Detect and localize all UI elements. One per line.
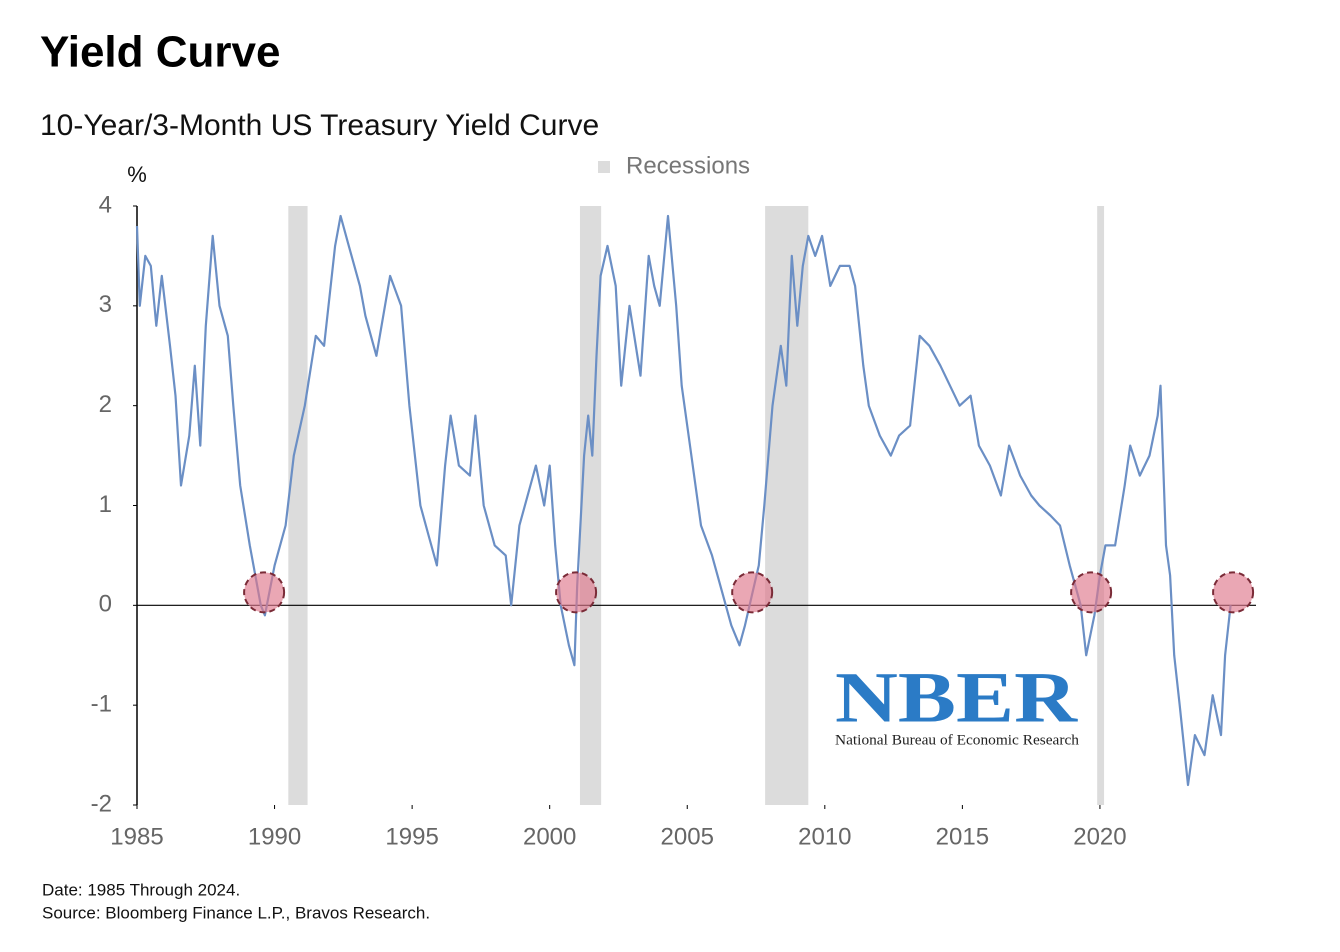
y-axis-label: % <box>127 162 147 187</box>
recession-band <box>765 206 809 805</box>
x-tick-label: 1985 <box>110 823 163 850</box>
y-tick-label: -1 <box>91 691 112 718</box>
x-tick-label: 2005 <box>661 823 714 850</box>
y-tick-label: 3 <box>99 291 112 318</box>
logo-caption: National Bureau of Economic Research <box>835 732 1080 748</box>
legend-swatch <box>598 161 610 173</box>
data-line <box>135 214 1232 787</box>
chart-subtitle: 10-Year/3-Month US Treasury Yield Curve <box>40 109 599 142</box>
recession-band <box>1097 206 1105 805</box>
y-tick-label: 1 <box>99 491 112 518</box>
x-tick-label: 2015 <box>936 823 989 850</box>
y-tick-label: 0 <box>99 591 112 618</box>
x-tick-label: 2010 <box>798 823 851 850</box>
recession-band <box>288 206 308 805</box>
y-tick-label: 2 <box>99 391 112 418</box>
highlight-circle <box>243 571 286 614</box>
y-tick-label: -2 <box>91 790 112 817</box>
logo-text: NBER <box>835 658 1078 738</box>
x-tick-label: 1990 <box>248 823 301 850</box>
footnote: Date: 1985 Through 2024. <box>42 880 240 899</box>
highlight-circle <box>555 571 598 614</box>
x-tick-label: 1995 <box>385 823 438 850</box>
x-tick-label: 2020 <box>1073 823 1126 850</box>
highlight-circle <box>1070 571 1113 614</box>
recession-band <box>579 206 602 805</box>
y-tick-label: 4 <box>99 191 112 218</box>
legend-label: Recessions <box>626 152 750 179</box>
highlight-circle <box>731 571 774 614</box>
footnote: Source: Bloomberg Finance L.P., Bravos R… <box>42 903 430 922</box>
chart-title: Yield Curve <box>40 28 280 77</box>
x-tick-label: 2000 <box>523 823 576 850</box>
highlight-circle <box>1212 571 1255 614</box>
